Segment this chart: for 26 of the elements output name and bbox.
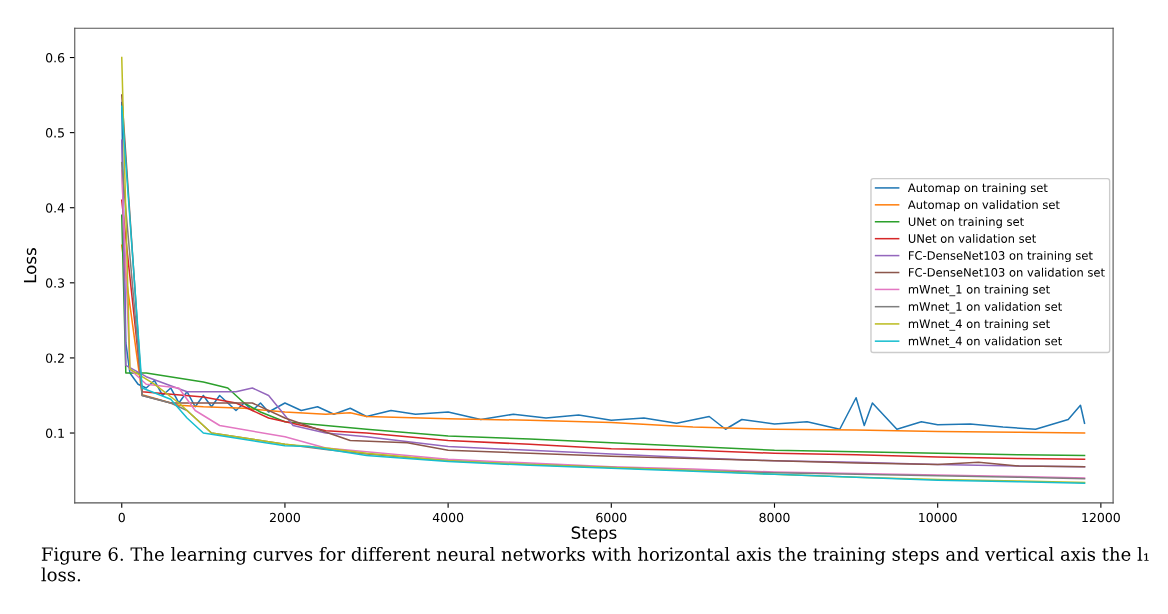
legend-label: Automap on training set: [907, 183, 1048, 195]
x-tick-label: 8000: [759, 512, 790, 523]
legend-label: mWnet_4 on training set: [908, 319, 1050, 331]
legend-label: Automap on validation set: [907, 200, 1060, 212]
y-tick-label: 0.4: [45, 203, 65, 213]
y-tick-label: 0.5: [45, 128, 64, 138]
x-axis-title: Steps: [571, 526, 617, 543]
x-tick-label: 2000: [269, 512, 301, 523]
x-tick-label: 6000: [596, 512, 627, 523]
caption: Figure 6. The learning curves for different neural networks with horizontal axis the training steps and vertical axis the l₁ loss.: [41, 546, 1149, 582]
legend-label: mWnet_1 on training set: [908, 284, 1050, 297]
y-tick-label: 0.3: [45, 278, 65, 288]
y-tick-label: 0.1: [45, 428, 64, 438]
x-tick-label: 12000: [1082, 512, 1120, 523]
legend-label: UNet on validation set: [908, 233, 1036, 243]
legend-label: UNet on training set: [908, 217, 1024, 229]
y-tick-label: 0.2: [45, 353, 64, 363]
legend-label: mWnet_4 on validation set: [908, 336, 1062, 348]
legend-label: mWnet_1 on validation set: [908, 301, 1062, 314]
x-tick-label: 4000: [432, 512, 464, 523]
x-tick-label: 10000: [919, 512, 957, 523]
legend-label: FC-DenseNet103 on training set: [908, 250, 1093, 263]
y-tick-label: 0.6: [45, 53, 65, 63]
x-tick-label: 0: [118, 512, 125, 523]
legend-label: FC-DenseNet103 on validation set: [908, 267, 1105, 277]
y-axis-title: Loss: [23, 248, 37, 283]
